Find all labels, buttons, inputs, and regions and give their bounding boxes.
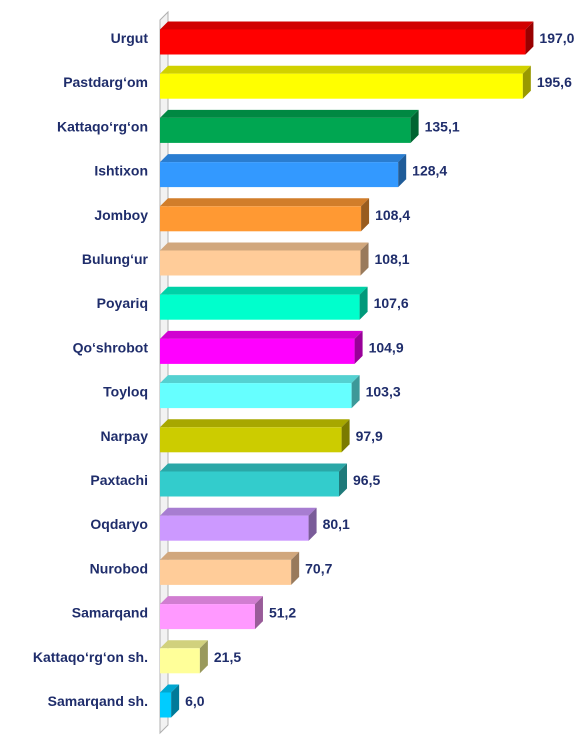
category-label: Poyariq [97,295,148,311]
category-label: Kattaqo‘rg‘on [57,118,148,134]
bar-top [160,21,534,30]
bar-front [160,427,342,453]
bar-side [199,640,208,674]
bar [160,419,350,453]
bar-side [339,463,348,497]
category-label: Ishtixon [94,163,148,179]
bar-front [160,162,399,188]
bar [160,375,360,409]
bar-side [525,21,534,55]
bar-top [160,507,317,516]
bar-top [160,330,363,339]
bar [160,242,369,276]
bar [160,684,180,718]
value-label: 107,6 [374,295,409,311]
bar-front [160,604,255,630]
bar-front [160,73,523,99]
bar-side [359,286,368,320]
bar-top [160,375,360,384]
value-label: 80,1 [323,516,350,532]
bar-top [160,419,350,428]
bar-side [341,419,350,453]
bar [160,65,531,99]
value-label: 6,0 [185,693,205,709]
bar-top [160,154,407,163]
value-label: 70,7 [305,560,332,576]
bars-layer [160,21,534,718]
bar-front [160,338,355,364]
value-label: 108,1 [375,251,410,267]
value-label: 97,9 [356,428,383,444]
bar [160,640,208,674]
bar-side [291,551,300,585]
category-label: Samarqand sh. [48,693,148,709]
value-label: 197,0 [539,30,574,46]
value-label: 135,1 [425,118,460,134]
bar [160,21,534,55]
category-label: Kattaqo‘rg‘on sh. [33,649,148,665]
value-label: 195,6 [537,74,572,90]
bar-side [360,242,369,276]
bar-top [160,463,348,472]
bar-front [160,559,292,585]
category-label: Narpay [101,428,149,444]
bar-side [354,330,363,364]
bar-front [160,206,362,232]
labels-layer: Urgut 197,0 Pastdarg‘om 195,6 Kattaqo‘rg‘on 1… [33,30,575,709]
bar [160,551,300,585]
bar-front [160,692,172,718]
value-label: 96,5 [353,472,380,488]
bar-side [410,109,419,143]
category-label: Nurobod [90,560,148,576]
category-label: Pastdarg‘om [63,74,148,90]
category-label: Paxtachi [90,472,148,488]
bar-front [160,383,352,409]
bar [160,330,363,364]
bar-front [160,294,360,320]
bar-top [160,65,531,74]
bar-top [160,109,419,118]
bar-top [160,198,370,207]
bar-top [160,640,208,649]
category-label: Toyloq [103,384,148,400]
category-label: Qo‘shrobot [73,339,149,355]
bar-top [160,551,300,560]
bar-side [361,198,370,232]
bar-side [522,65,531,99]
bar-front [160,471,340,497]
bar [160,198,370,232]
bar-front [160,648,200,674]
bar-side [398,154,407,188]
bar-front [160,250,361,276]
bar [160,109,419,143]
value-label: 21,5 [214,649,241,665]
bar-front [160,29,526,55]
bar-side [254,596,263,630]
bar-top [160,242,369,251]
value-label: 51,2 [269,605,296,621]
bar-front [160,117,411,143]
category-label: Jomboy [94,207,148,223]
bar-side [308,507,317,541]
value-label: 128,4 [412,163,447,179]
category-label: Urgut [111,30,149,46]
bar-side [171,684,180,718]
category-label: Samarqand [72,605,148,621]
bar-top [160,286,368,295]
bar [160,596,263,630]
value-label: 103,3 [366,384,401,400]
value-label: 104,9 [369,339,404,355]
category-label: Oqdaryo [90,516,148,532]
bar-top [160,684,180,693]
bar-front [160,515,309,541]
bar-side [351,375,360,409]
bar-top [160,596,263,605]
bar [160,154,407,188]
bar [160,463,348,497]
category-label: Bulung‘ur [82,251,149,267]
bar [160,286,368,320]
bar [160,507,317,541]
value-label: 108,4 [375,207,410,223]
